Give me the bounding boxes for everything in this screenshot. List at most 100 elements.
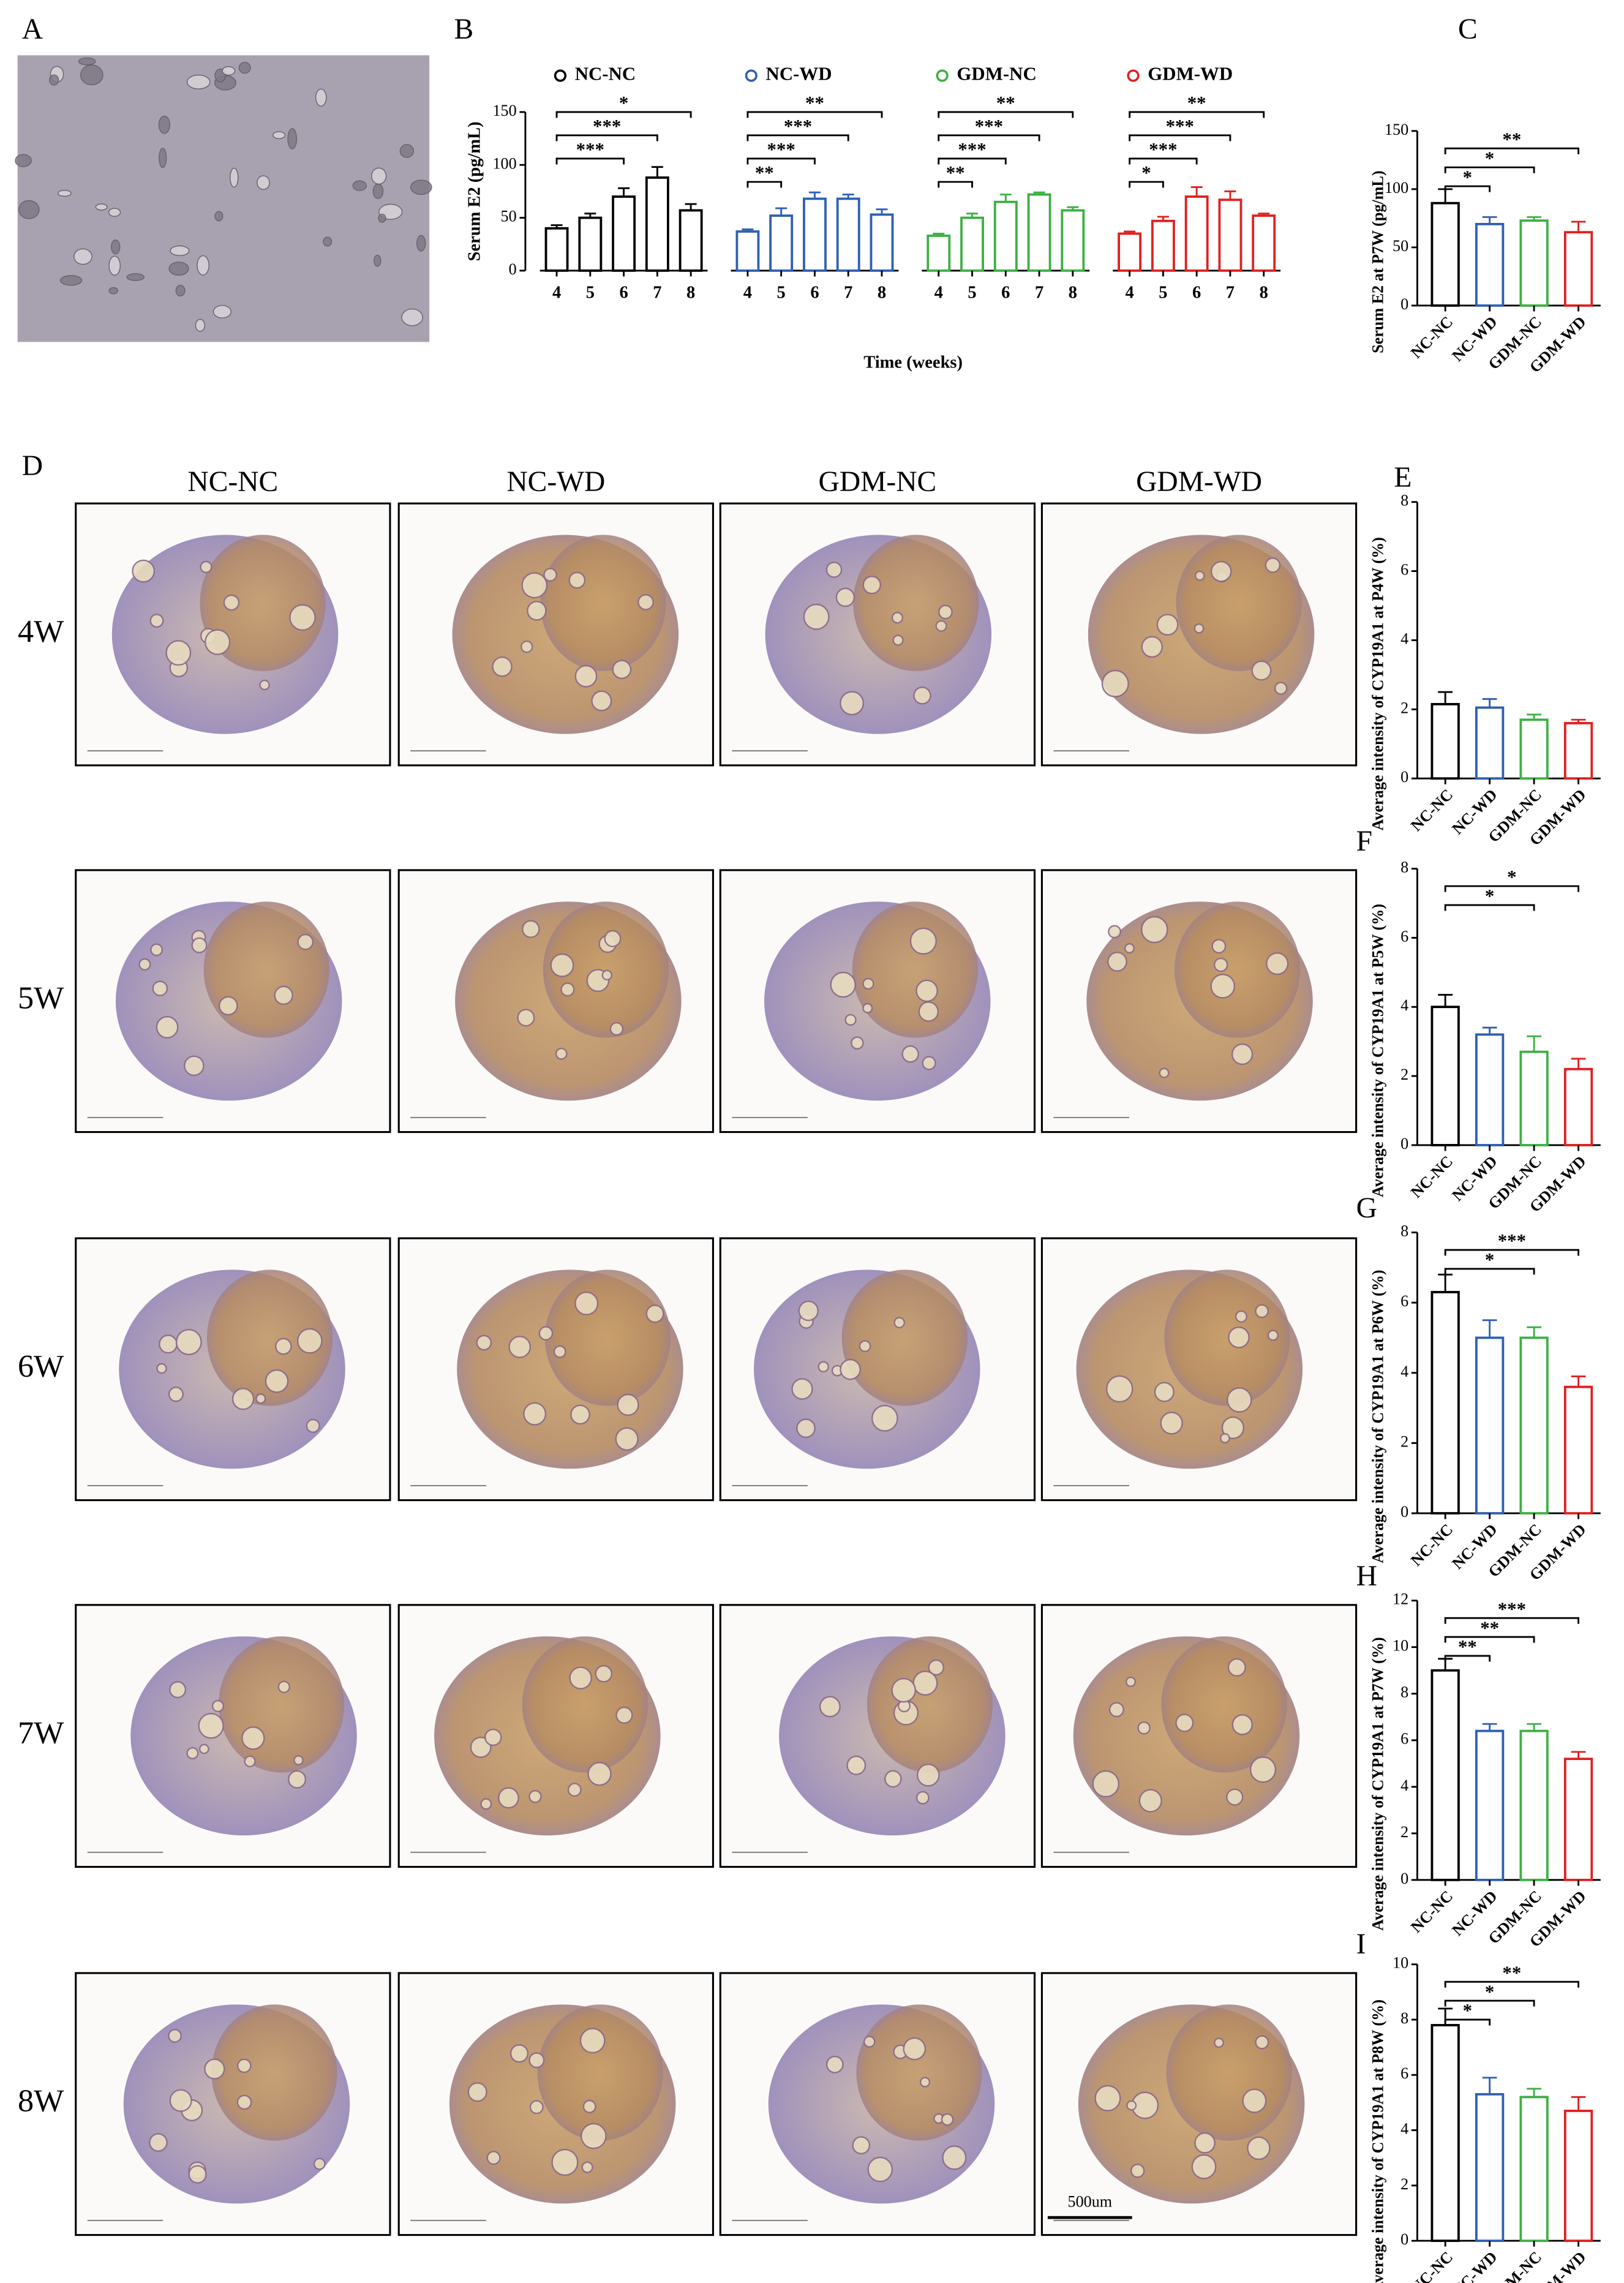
bar — [612, 195, 636, 272]
follicle — [891, 612, 903, 624]
scale-bar-label: 500um — [1068, 2192, 1113, 2210]
y-tick-label: 12 — [1393, 1590, 1408, 1608]
follicle — [595, 1664, 613, 1683]
follicle — [255, 1393, 266, 1404]
follicle — [132, 559, 156, 583]
significance-label: ** — [1502, 129, 1521, 150]
follicle — [550, 953, 574, 977]
error-bar — [966, 213, 979, 218]
follicle — [852, 2136, 871, 2155]
significance-bracket — [746, 111, 883, 118]
y-tick-label: 4 — [1400, 996, 1408, 1014]
error-bar — [1571, 2096, 1586, 2111]
y-axis-label: Average intensity of CYP19A1 at P5W (%) — [1369, 904, 1387, 1197]
x-tick-label: 6 — [1192, 284, 1201, 303]
follicle — [1251, 660, 1272, 681]
follicle — [840, 691, 865, 716]
y-tick-label: 6 — [1400, 1730, 1408, 1748]
follicle — [191, 937, 208, 953]
column-header: NC-NC — [187, 466, 278, 498]
significance-bracket — [746, 157, 816, 165]
significance-label: ** — [1502, 1961, 1521, 1983]
bar — [1027, 193, 1051, 272]
bar — [1519, 718, 1549, 780]
x-tick-label: 4 — [934, 284, 943, 303]
panel-label: I — [1356, 1928, 1366, 1960]
follicle — [1194, 2132, 1216, 2154]
significance-bracket — [746, 181, 783, 188]
follicle — [149, 2133, 168, 2152]
panel-label: B — [454, 13, 473, 45]
tissue-lobe — [867, 1636, 993, 1773]
bar — [870, 213, 894, 272]
cell — [195, 318, 206, 332]
cell — [158, 115, 171, 134]
follicle — [1227, 1658, 1246, 1677]
follicle — [938, 604, 953, 620]
follicle — [521, 572, 548, 599]
tissue — [768, 2004, 995, 2204]
y-tick-label: 100 — [492, 154, 516, 172]
y-tick-label: 2 — [1400, 2175, 1408, 2193]
follicle — [184, 1055, 205, 1077]
error-bar — [1438, 994, 1453, 1007]
tissue-lobe — [203, 901, 329, 1038]
follicle — [1092, 1770, 1120, 1798]
error-bar — [685, 203, 697, 211]
tissue — [434, 1636, 661, 1836]
follicle — [236, 2094, 252, 2110]
y-axis-label: Average intensity of CYP19A1 at P7W (%) — [1369, 1637, 1387, 1930]
follicle — [492, 656, 513, 677]
follicle — [645, 1304, 664, 1323]
follicle — [1211, 939, 1227, 954]
follicle — [1266, 952, 1289, 976]
tissue-lobe — [211, 2004, 337, 2141]
follicle — [1138, 1789, 1162, 1813]
error-bar — [1482, 1319, 1497, 1338]
significance-bracket — [555, 134, 658, 141]
x-tick-label: 6 — [1001, 284, 1010, 303]
follicle — [1141, 636, 1163, 658]
follicle — [915, 1791, 930, 1805]
cell — [238, 61, 251, 74]
follicle — [891, 1677, 916, 1703]
cell — [110, 239, 121, 255]
significance-bracket — [1444, 1980, 1580, 1988]
y-tick-label: 2 — [1400, 1823, 1408, 1841]
y-tick-label: 2 — [1400, 1066, 1408, 1083]
tissue-lobe — [1174, 901, 1301, 1038]
significance-bracket — [1444, 1268, 1535, 1275]
follicle — [188, 2165, 207, 2184]
follicle — [892, 634, 904, 646]
bar — [769, 214, 794, 272]
follicle — [486, 2151, 501, 2165]
follicle — [1214, 2037, 1224, 2048]
follicle — [862, 977, 874, 990]
follicle — [1191, 2154, 1217, 2180]
follicle — [1094, 2085, 1121, 2112]
follicle — [277, 1680, 290, 1693]
follicle — [615, 1706, 633, 1724]
follicle — [591, 690, 612, 712]
follicle — [551, 2148, 579, 2176]
y-tick-label: 6 — [1400, 561, 1408, 579]
error-bar — [1438, 691, 1453, 704]
error-bar — [808, 191, 821, 199]
follicle — [293, 1755, 304, 1766]
error-bar — [1067, 206, 1079, 211]
significance-label: *** — [593, 115, 621, 137]
follicle — [1226, 1788, 1244, 1806]
error-bar — [1224, 190, 1236, 200]
follicle — [844, 1014, 857, 1026]
cell — [352, 180, 367, 191]
follicle — [199, 1743, 209, 1755]
follicle — [169, 1681, 187, 1699]
bar — [1563, 2110, 1593, 2242]
error-bar — [1571, 1751, 1586, 1759]
significance-bracket — [746, 134, 849, 141]
x-tick-label: NC-NC — [1407, 786, 1456, 835]
follicle — [1175, 1713, 1194, 1732]
error-bar — [1033, 191, 1045, 195]
bar — [1430, 2024, 1460, 2242]
bar — [1563, 721, 1593, 780]
